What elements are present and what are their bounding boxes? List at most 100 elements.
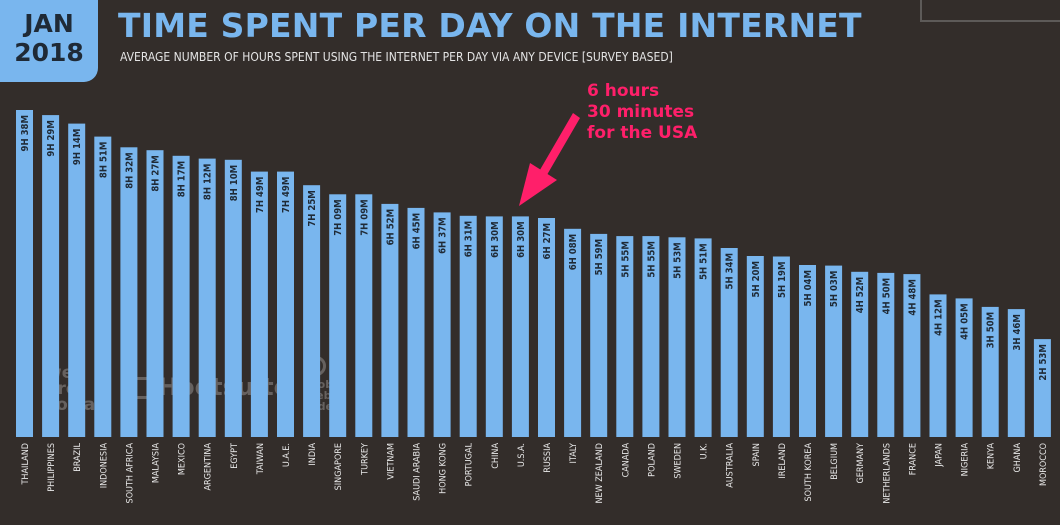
bar-value-label: 6H 37M — [438, 217, 449, 253]
bar-value-label: 3H 50M — [986, 312, 997, 348]
category-label: U.S.A. — [517, 443, 527, 467]
bar — [694, 238, 712, 437]
bar — [564, 228, 582, 437]
category-label: U.A.E. — [282, 443, 292, 467]
bar-value-label: 9H 29M — [46, 120, 57, 156]
bar — [146, 150, 164, 437]
arrow-head — [519, 163, 557, 206]
bar — [172, 155, 190, 438]
chart-title: TIME SPENT PER DAY ON THE INTERNET — [118, 6, 862, 45]
category-label: INDONESIA — [99, 443, 109, 489]
badge-year: 2018 — [14, 38, 84, 67]
category-label: ARGENTINA — [204, 443, 214, 491]
bar — [511, 216, 529, 437]
bar-value-label: 5H 19M — [777, 262, 788, 298]
bar — [433, 212, 451, 437]
category-label: PORTUGAL — [465, 443, 475, 487]
watermark-text: global — [306, 378, 345, 391]
category-label: SAUDI ARABIA — [413, 443, 423, 501]
category-label: SPAIN — [752, 443, 762, 466]
bar — [746, 256, 764, 437]
category-label: SINGAPORE — [334, 443, 344, 490]
bar — [68, 123, 86, 437]
badge-month: JAN — [24, 9, 74, 38]
bar-value-label: 7H 49M — [281, 177, 292, 213]
category-label: HONG KONG — [439, 443, 449, 494]
category-label: U.K. — [700, 443, 710, 459]
bar — [590, 233, 608, 437]
bar — [407, 207, 425, 437]
bar — [303, 185, 321, 437]
callout-line: for the USA — [587, 123, 698, 143]
arrow-shaft — [537, 113, 580, 180]
bar-value-label: 8H 10M — [229, 165, 240, 201]
category-label: TURKEY — [360, 443, 370, 476]
bar — [799, 265, 816, 437]
bar — [851, 271, 869, 437]
bar — [94, 136, 112, 437]
category-label: VIETNAM — [386, 443, 396, 480]
chart-subtitle: AVERAGE NUMBER OF HOURS SPENT USING THE … — [120, 50, 673, 64]
callout-arrow-icon — [519, 113, 580, 206]
bar — [825, 265, 843, 437]
category-label: JAPAN — [935, 443, 945, 468]
bar — [355, 194, 373, 437]
bar-value-label: 7H 25M — [307, 190, 318, 226]
bar-value-label: 8H 12M — [203, 164, 214, 200]
category-label: KENYA — [987, 443, 997, 470]
bar-value-label: 4H 12M — [934, 299, 945, 335]
bar-value-label: 5H 55M — [620, 241, 631, 277]
category-label: CHINA — [491, 443, 501, 469]
bar-value-label: 4H 52M — [855, 277, 866, 313]
category-label: THAILAND — [21, 443, 31, 486]
callout-line: 30 minutes — [587, 102, 695, 122]
bar-value-label: 8H 32M — [124, 152, 135, 188]
bar-value-label: 9H 14M — [72, 129, 83, 165]
bar-value-label: 5H 51M — [699, 243, 710, 279]
bar-value-label: 6H 08M — [568, 234, 579, 270]
bar-value-label: 7H 49M — [255, 177, 266, 213]
date-badge: JAN 2018 — [0, 0, 98, 82]
bar-value-label: 5H 04M — [803, 270, 814, 306]
bar — [877, 272, 895, 437]
bar-value-label: 2H 53M — [1038, 344, 1049, 380]
category-label: CANADA — [621, 443, 631, 478]
bar-value-label: 5H 20M — [751, 261, 762, 297]
bar-value-label: 4H 50M — [881, 278, 892, 314]
bar-value-label: 6H 30M — [490, 221, 501, 257]
bar — [1033, 339, 1051, 437]
bar-value-label: 6H 31M — [464, 221, 475, 257]
category-label: BRAZIL — [73, 443, 83, 472]
bar-value-label: 8H 17M — [177, 161, 188, 197]
category-label: SWEDEN — [674, 443, 684, 479]
bar — [616, 236, 634, 437]
bar-value-label: 8H 51M — [98, 142, 109, 178]
bar-value-label: 4H 48M — [907, 279, 918, 315]
category-label: GHANA — [1013, 443, 1023, 473]
category-label: EGYPT — [230, 443, 240, 469]
watermark-text: index — [306, 400, 341, 413]
bar — [329, 194, 347, 437]
category-label: FRANCE — [908, 443, 918, 475]
bar — [981, 306, 999, 437]
bar — [955, 298, 973, 437]
bar-value-label: 5H 59M — [594, 239, 605, 275]
category-label: NIGERIA — [961, 443, 971, 477]
bar — [198, 158, 216, 437]
bar — [720, 248, 738, 437]
bar — [381, 203, 399, 437]
bar — [459, 215, 477, 437]
bar — [929, 294, 947, 437]
bar-value-label: 6H 45M — [412, 213, 423, 249]
bar-value-label: 7H 09M — [333, 199, 344, 235]
category-label: NETHERLANDS — [882, 443, 892, 504]
usa-callout: 6 hours 30 minutes for the USA — [587, 81, 697, 144]
bar-value-label: 6H 52M — [385, 209, 396, 245]
bars-group: 9H 38M THAILAND 9H 29M PHILIPPINES 9H 14M BRA… — [16, 110, 1051, 504]
bar — [903, 274, 921, 437]
category-label: BELGIUM — [830, 443, 840, 480]
bar — [772, 256, 790, 437]
callout-line: 6 hours — [587, 81, 660, 101]
category-label: POLAND — [647, 443, 657, 477]
